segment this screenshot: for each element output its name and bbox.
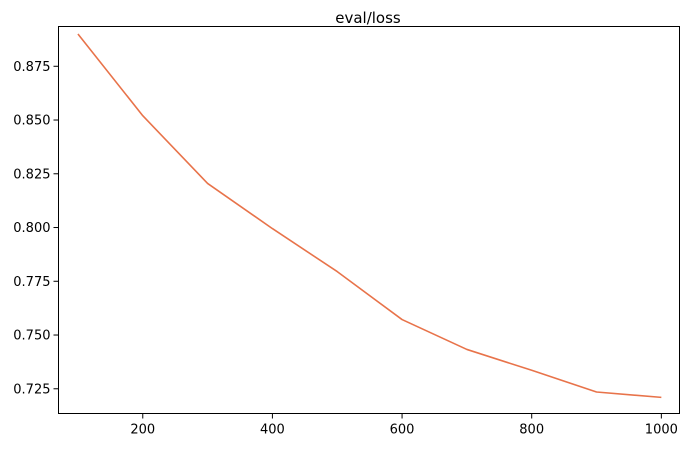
chart-title: eval/loss xyxy=(335,9,401,27)
x-tick-label: 600 xyxy=(390,423,415,438)
y-tick-label: 0.750 xyxy=(13,329,50,344)
y-tick-label: 0.725 xyxy=(13,382,50,397)
y-tick-label: 0.775 xyxy=(13,275,50,290)
y-tick-label: 0.850 xyxy=(13,114,50,129)
y-tick-label: 0.825 xyxy=(13,167,50,182)
x-tick-label: 1000 xyxy=(645,423,678,438)
y-tick-label: 0.875 xyxy=(13,60,50,75)
plot-frame xyxy=(58,26,680,414)
x-tick-label: 200 xyxy=(130,423,155,438)
x-tick-label: 800 xyxy=(519,423,544,438)
y-axis-ticks: 0.725 0.750 0.775 0.800 0.825 0.850 0.875 xyxy=(13,60,59,397)
x-tick-label: 400 xyxy=(260,423,285,438)
x-axis-ticks: 200 400 600 800 1000 xyxy=(130,413,678,438)
series-layer xyxy=(77,33,662,399)
y-tick-label: 0.800 xyxy=(13,221,50,236)
series-line xyxy=(77,33,662,399)
